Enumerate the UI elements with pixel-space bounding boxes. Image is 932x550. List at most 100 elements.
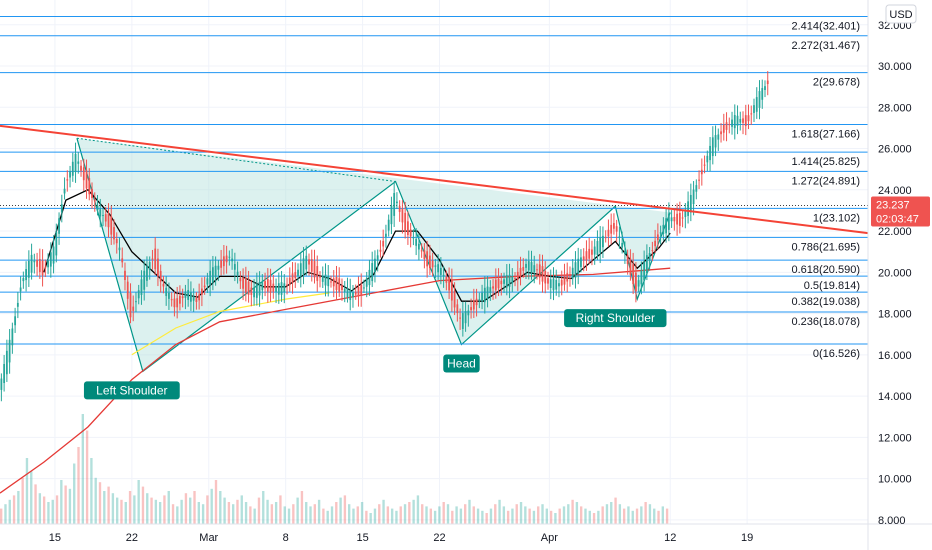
candle-body: [0, 378, 3, 390]
volume-bar: [141, 486, 145, 524]
candle-body: [676, 213, 678, 225]
price-tick-label: 10.000: [878, 474, 912, 486]
volume-bar: [408, 502, 411, 524]
price-tick-label: 8.000: [878, 515, 906, 527]
candle-body: [665, 218, 668, 234]
volume-bar: [399, 506, 402, 524]
candle-body: [571, 267, 574, 279]
candle-body: [69, 171, 71, 178]
candle-body: [714, 135, 717, 148]
candle-body: [706, 155, 709, 163]
volume-bar: [416, 495, 420, 524]
volume-bar: [90, 458, 93, 524]
volume-bar: [481, 510, 484, 524]
volume-bar: [335, 502, 338, 524]
volume-bar: [85, 430, 89, 524]
volume-bar: [459, 508, 463, 524]
price-tick-label: 20.000: [878, 267, 912, 279]
volume-bar: [38, 493, 42, 524]
candle-body: [286, 284, 288, 286]
candle-body: [489, 287, 492, 294]
candle-body: [618, 236, 621, 239]
volume-bar: [55, 495, 59, 524]
candle-body: [165, 287, 168, 297]
volume-bar: [537, 506, 540, 524]
candle-body: [146, 265, 148, 281]
pattern-labels: Left Shoulder Head Right Shoulder: [83, 309, 667, 400]
candle-body: [118, 247, 121, 251]
volume-bar: [77, 447, 80, 524]
candle-body: [244, 278, 247, 293]
candle-body: [483, 287, 486, 303]
candle-body: [629, 258, 632, 275]
candle-body: [102, 215, 104, 217]
volume-bar: [515, 504, 518, 524]
candle-body: [60, 204, 63, 213]
time-tick-label: 15: [49, 532, 61, 544]
candle-body: [503, 279, 505, 284]
volume-bar: [648, 504, 652, 524]
candle-body: [442, 274, 445, 277]
volume-bar: [378, 504, 381, 524]
volume-bar: [618, 504, 622, 524]
candle-body: [382, 240, 385, 247]
candle-body: [577, 258, 580, 274]
volume-bar: [653, 508, 656, 524]
candle-body: [511, 276, 514, 284]
candle-body: [365, 278, 368, 287]
volume-bar: [506, 510, 510, 524]
candle-body: [44, 267, 47, 269]
volume-bar: [610, 502, 613, 524]
candle-body: [525, 263, 527, 268]
candle-body: [599, 237, 602, 253]
fib-level-label: 1(23.102): [813, 212, 860, 224]
price-tick-label: 24.000: [878, 185, 912, 197]
candle-body: [613, 223, 615, 229]
candle-body: [544, 270, 547, 284]
volume-bar: [494, 504, 497, 524]
candle-body: [352, 292, 354, 298]
volume-bar: [124, 502, 127, 524]
candle-body: [385, 233, 387, 237]
trendline[interactable]: [0, 124, 869, 235]
candle-body: [8, 339, 11, 363]
candle-body: [508, 274, 511, 287]
candle-body: [722, 124, 725, 133]
volume-bar: [249, 506, 252, 524]
candle-body: [558, 283, 560, 287]
candle-body: [33, 260, 36, 263]
candle-body: [472, 300, 475, 310]
candle-body: [398, 206, 401, 212]
candle-body: [96, 205, 99, 211]
currency-badge[interactable]: USD: [885, 4, 917, 24]
volume-bar: [558, 508, 561, 524]
candle-body: [85, 170, 88, 189]
candle-body: [596, 240, 599, 255]
candle-body: [99, 209, 102, 217]
candle-body: [602, 235, 604, 248]
candle-body: [689, 194, 692, 213]
candle-body: [239, 277, 242, 282]
candle-body: [439, 268, 442, 275]
candle-body: [409, 229, 412, 237]
volume-bar: [326, 510, 329, 524]
candle-body: [698, 179, 700, 181]
pattern-label: Head: [443, 354, 480, 373]
grid: [0, 0, 868, 524]
candle-body: [236, 271, 239, 276]
volume-bar: [210, 488, 213, 524]
volume-bar: [339, 497, 342, 524]
volume-bar: [412, 499, 415, 524]
candle-body: [450, 279, 453, 301]
candle-body: [643, 261, 646, 281]
volume-bar: [446, 504, 450, 524]
volume-bar: [266, 499, 269, 524]
candle-body: [288, 277, 291, 285]
candle-body: [360, 284, 363, 297]
candle-body: [214, 265, 217, 278]
candle-body: [766, 80, 769, 85]
pattern-label: Left Shoulder: [83, 381, 180, 400]
volume-histogram: [0, 414, 669, 524]
volume-bar: [253, 508, 256, 524]
